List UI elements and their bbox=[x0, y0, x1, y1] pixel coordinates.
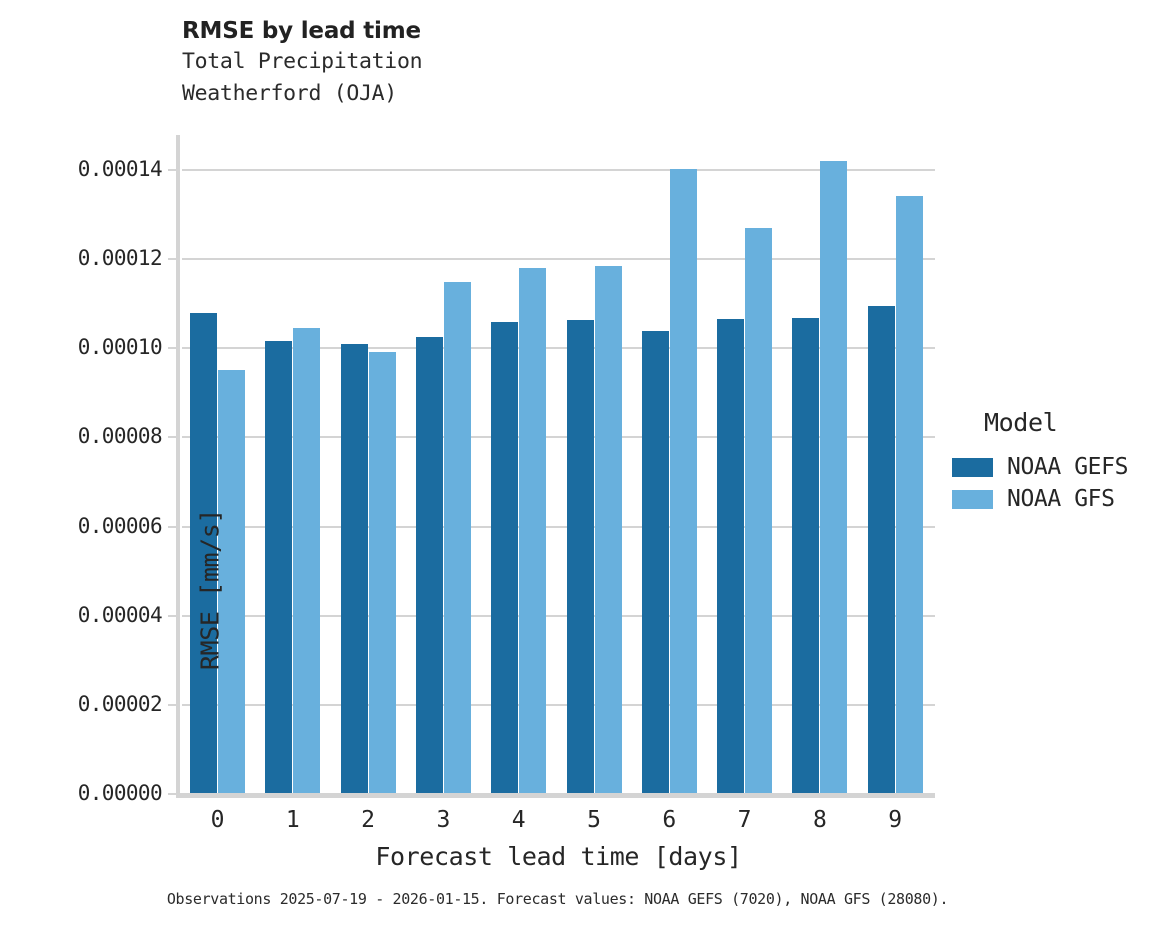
bar-noaa-gfs-lead-5[interactable] bbox=[594, 266, 622, 793]
legend-item-label: NOAA GEFS bbox=[1007, 454, 1129, 480]
plot-area: 0.00000 0.00002 0.00004 0.00006 0.00008 0.000… bbox=[78, 135, 935, 833]
bar-noaa-gefs-lead-2[interactable] bbox=[340, 344, 368, 793]
legend-swatch-icon bbox=[952, 457, 993, 477]
y-tick-mark bbox=[168, 347, 177, 350]
bar-noaa-gfs-lead-6[interactable] bbox=[669, 168, 697, 793]
chart-subtitle-variable: Total Precipitation bbox=[182, 49, 423, 74]
gridline bbox=[182, 703, 935, 706]
y-tick-mark bbox=[168, 614, 177, 617]
legend-item-noaa-gefs[interactable]: NOAA GEFS bbox=[952, 451, 1167, 483]
bar-noaa-gefs-lead-6[interactable] bbox=[641, 331, 669, 793]
legend-swatch-icon bbox=[952, 489, 993, 509]
x-tick-label-3: 3 bbox=[436, 807, 451, 833]
gridline bbox=[182, 436, 935, 439]
bar-noaa-gefs-lead-8[interactable] bbox=[792, 317, 820, 793]
x-tick-label-2: 2 bbox=[361, 807, 376, 833]
y-tick-label: 0.00002 bbox=[77, 691, 163, 716]
y-tick-label: 0.00006 bbox=[77, 513, 163, 538]
gridline bbox=[182, 614, 935, 617]
bar-noaa-gfs-lead-9[interactable] bbox=[895, 196, 923, 793]
bar-noaa-gefs-lead-0[interactable] bbox=[190, 312, 217, 793]
y-tick-mark bbox=[168, 703, 177, 706]
x-tick-label-1: 1 bbox=[285, 807, 300, 833]
bar-noaa-gefs-lead-7[interactable] bbox=[717, 319, 745, 793]
legend-item-noaa-gfs[interactable]: NOAA GFS bbox=[952, 483, 1167, 515]
gridline bbox=[182, 525, 935, 528]
x-axis-line bbox=[176, 793, 935, 798]
legend-items: NOAA GEFS NOAA GFS bbox=[952, 451, 1167, 515]
bar-noaa-gfs-lead-4[interactable] bbox=[519, 267, 547, 793]
bar-noaa-gefs-lead-1[interactable] bbox=[265, 340, 293, 793]
x-tick-label-0: 0 bbox=[210, 807, 225, 833]
y-tick-label: 0.00000 bbox=[77, 781, 163, 805]
legend-title: Model bbox=[984, 408, 1058, 437]
bar-noaa-gfs-lead-1[interactable] bbox=[293, 328, 321, 793]
legend-item-label: NOAA GFS bbox=[1007, 486, 1115, 512]
x-tick-label-7: 7 bbox=[737, 807, 752, 833]
x-tick-label-9: 9 bbox=[888, 807, 903, 833]
y-tick-label: 0.00008 bbox=[77, 424, 163, 449]
y-axis-line bbox=[176, 135, 180, 793]
title-block: RMSE by lead time Total Precipitation We… bbox=[182, 16, 882, 110]
bar-noaa-gefs-lead-3[interactable] bbox=[415, 336, 443, 793]
chart-subtitle-location: Weatherford (OJA) bbox=[182, 81, 397, 106]
bar-noaa-gfs-lead-3[interactable] bbox=[443, 281, 471, 793]
x-axis-title: Forecast lead time [days] bbox=[375, 842, 742, 871]
page-title: RMSE by lead time bbox=[182, 18, 421, 44]
y-tick-mark bbox=[168, 793, 177, 795]
bar-noaa-gfs-lead-2[interactable] bbox=[368, 352, 396, 793]
y-tick-label: 0.00012 bbox=[77, 246, 163, 271]
legend: Model NOAA GEFS NOAA GFS bbox=[952, 408, 1167, 515]
gridline bbox=[182, 347, 935, 350]
y-tick-mark bbox=[168, 525, 177, 528]
y-tick-label: 0.00010 bbox=[77, 335, 163, 360]
bar-noaa-gfs-lead-0[interactable] bbox=[218, 369, 245, 793]
y-tick-label: 0.00014 bbox=[77, 156, 163, 181]
x-tick-label-5: 5 bbox=[587, 807, 601, 833]
y-tick-label: 0.00004 bbox=[77, 602, 163, 627]
x-tick-label-8: 8 bbox=[812, 807, 827, 833]
x-tick-label-6: 6 bbox=[662, 807, 677, 833]
bar-noaa-gefs-lead-9[interactable] bbox=[867, 305, 895, 793]
y-axis-title: RMSE [mm/s] bbox=[195, 508, 225, 671]
bar-noaa-gfs-lead-8[interactable] bbox=[820, 160, 848, 793]
bar-noaa-gefs-lead-5[interactable] bbox=[566, 320, 594, 793]
y-tick-mark bbox=[168, 258, 177, 261]
x-tick-label-4: 4 bbox=[511, 807, 526, 833]
gridline bbox=[182, 168, 935, 171]
gridline bbox=[182, 258, 935, 261]
figure-caption: Observations 2025-07-19 - 2026-01-15. Fo… bbox=[166, 890, 949, 908]
y-tick-mark bbox=[168, 168, 177, 171]
bar-noaa-gfs-lead-7[interactable] bbox=[745, 227, 773, 793]
y-tick-mark bbox=[168, 436, 177, 439]
bar-noaa-gefs-lead-4[interactable] bbox=[491, 321, 519, 793]
